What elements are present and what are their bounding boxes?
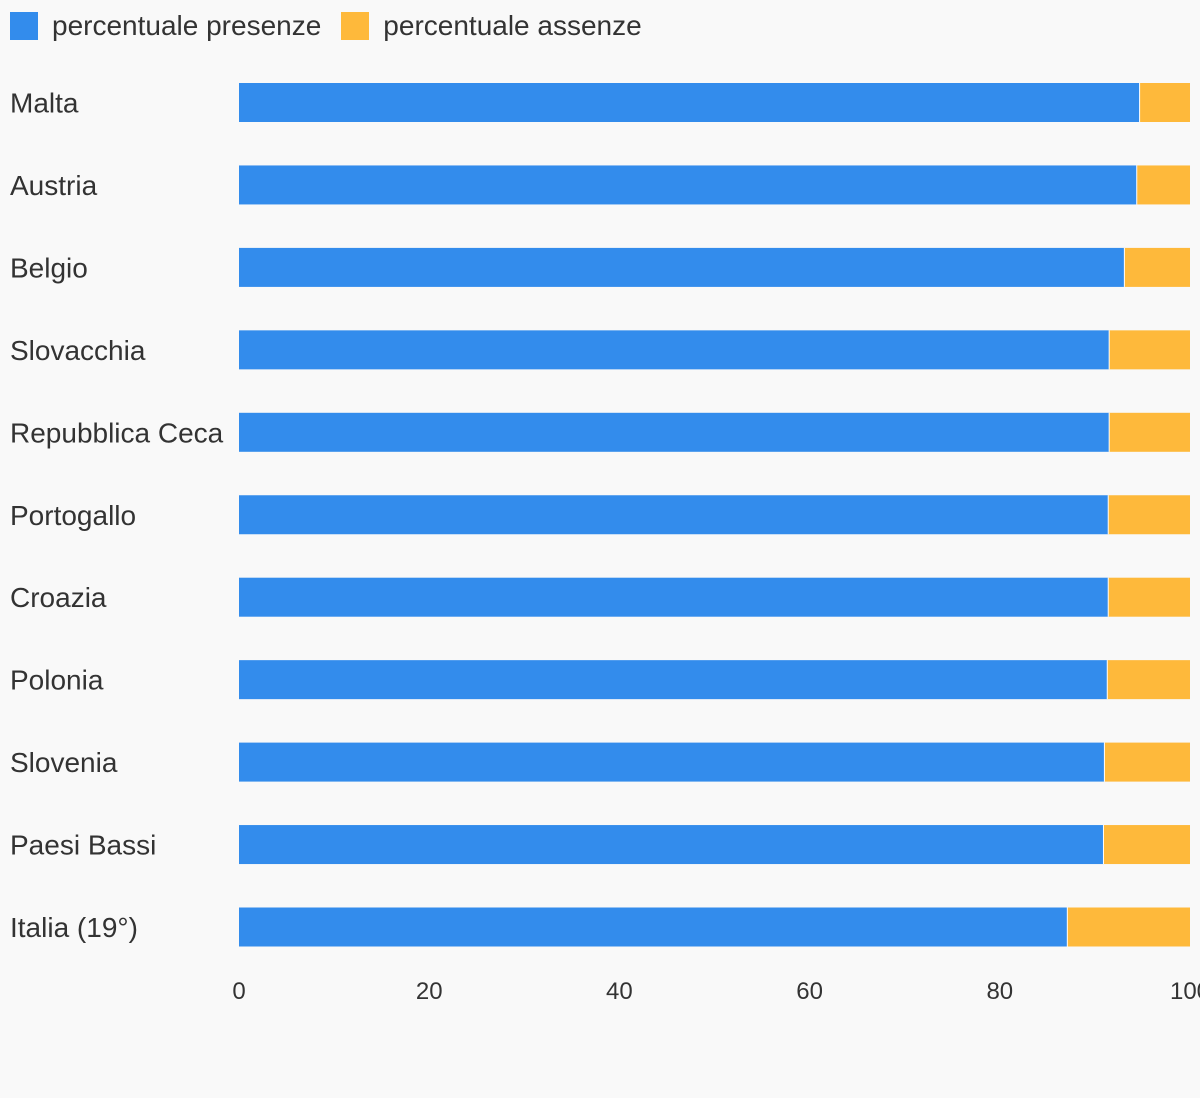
bar-presenze-polonia[interactable] — [239, 660, 1108, 700]
category-label-slovenia: Slovenia — [10, 747, 118, 778]
x-tick-label-80: 80 — [986, 978, 1013, 1005]
legend-item-assenze[interactable]: percentuale assenze — [341, 10, 642, 42]
bar-assenze-croazia[interactable] — [1108, 577, 1190, 617]
bar-assenze-italia-19[interactable] — [1067, 907, 1190, 947]
bar-presenze-austria[interactable] — [239, 165, 1137, 205]
bar-assenze-slovenia[interactable] — [1104, 742, 1190, 782]
legend-item-presenze[interactable]: percentuale presenze — [10, 10, 321, 42]
bar-presenze-paesi-bassi[interactable] — [239, 825, 1104, 865]
legend-swatch-assenze — [341, 12, 370, 40]
bar-presenze-malta[interactable] — [239, 83, 1140, 122]
bar-assenze-repubblica-ceca[interactable] — [1109, 412, 1190, 452]
bar-assenze-portogallo[interactable] — [1108, 495, 1190, 535]
category-label-belgio: Belgio — [10, 252, 88, 283]
category-label-italia-19: Italia (19°) — [10, 912, 138, 943]
bar-assenze-paesi-bassi[interactable] — [1103, 825, 1190, 865]
legend-label-presenze: percentuale presenze — [52, 10, 322, 41]
bar-assenze-malta[interactable] — [1139, 83, 1190, 122]
x-tick-label-20: 20 — [416, 978, 443, 1005]
bar-assenze-austria[interactable] — [1136, 165, 1190, 205]
legend-swatch-presenze — [10, 12, 38, 40]
chart-legend: percentuale presenze percentuale assenze — [10, 9, 662, 43]
category-label-polonia: Polonia — [10, 665, 104, 696]
bar-presenze-portogallo[interactable] — [239, 495, 1109, 535]
x-tick-label-100: 100 — [1170, 978, 1200, 1005]
category-label-malta: Malta — [10, 88, 79, 119]
bar-presenze-belgio[interactable] — [239, 247, 1125, 287]
category-label-portogallo: Portogallo — [10, 500, 136, 531]
category-label-repubblica-ceca: Repubblica Ceca — [10, 417, 224, 448]
category-label-paesi-bassi: Paesi Bassi — [10, 830, 156, 861]
bar-assenze-polonia[interactable] — [1107, 660, 1190, 700]
x-tick-label-0: 0 — [232, 978, 245, 1005]
bar-presenze-italia-19[interactable] — [239, 907, 1068, 947]
bar-assenze-belgio[interactable] — [1124, 247, 1190, 287]
category-label-austria: Austria — [10, 170, 98, 201]
x-tick-label-60: 60 — [796, 978, 823, 1005]
category-label-croazia: Croazia — [10, 582, 107, 613]
x-tick-label-40: 40 — [606, 978, 633, 1005]
bar-presenze-slovacchia[interactable] — [239, 330, 1110, 370]
bar-presenze-croazia[interactable] — [239, 577, 1109, 617]
category-label-slovacchia: Slovacchia — [10, 335, 146, 366]
bar-presenze-slovenia[interactable] — [239, 742, 1105, 782]
bar-assenze-slovacchia[interactable] — [1109, 330, 1190, 370]
legend-label-assenze: percentuale assenze — [383, 10, 642, 41]
bar-presenze-repubblica-ceca[interactable] — [239, 412, 1110, 452]
